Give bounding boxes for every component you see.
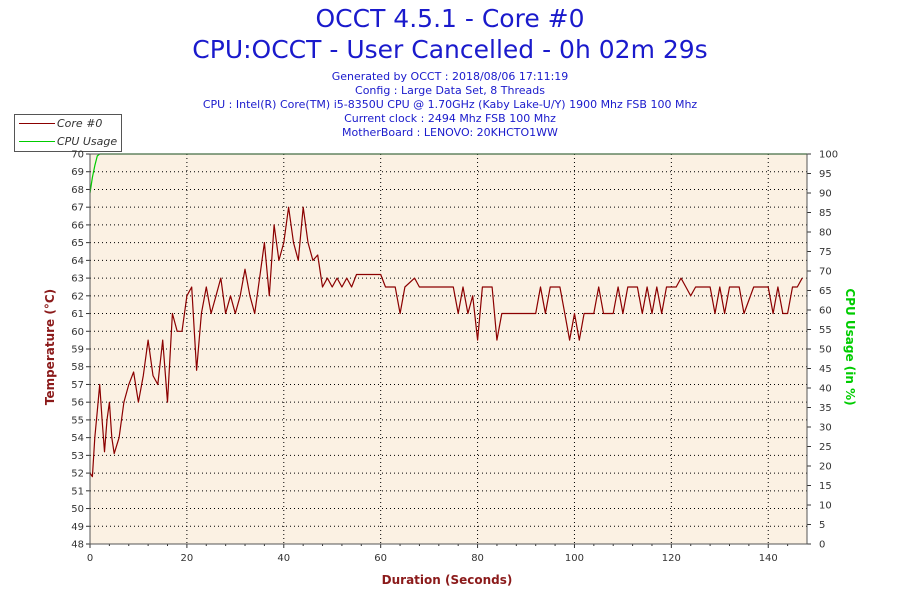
y-tick-label: 64 bbox=[71, 256, 84, 267]
x-tick-label: 40 bbox=[277, 553, 290, 564]
legend-label-core0: Core #0 bbox=[57, 117, 103, 130]
info-clock: Current clock : 2494 Mhz FSB 100 Mhz bbox=[344, 112, 556, 125]
x-tick-label: 100 bbox=[565, 553, 584, 564]
chart-legend: Core #0 CPU Usage bbox=[14, 114, 122, 152]
y-tick-label: 62 bbox=[71, 291, 84, 302]
legend-item-cpu-usage: CPU Usage bbox=[15, 133, 121, 151]
plot-frame bbox=[89, 153, 808, 545]
x-tick-label: 20 bbox=[181, 553, 194, 564]
y2-tick-label: 50 bbox=[819, 345, 832, 356]
y2-tick-label: 70 bbox=[819, 267, 832, 278]
info-generated: Generated by OCCT : 2018/08/06 17:11:19 bbox=[331, 70, 569, 83]
y-tick-label: 66 bbox=[71, 220, 84, 231]
y-tick-label: 50 bbox=[71, 504, 84, 515]
y2-tick-label: 30 bbox=[819, 423, 832, 434]
info-motherboard: MotherBoard : LENOVO: 20KHCTO1WW bbox=[342, 126, 558, 139]
y-tick-label: 59 bbox=[71, 345, 84, 356]
y2-tick-label: 15 bbox=[819, 481, 832, 492]
y2-tick-label: 90 bbox=[819, 189, 832, 200]
y-tick-label: 68 bbox=[71, 185, 84, 196]
y-tick-label: 51 bbox=[71, 486, 84, 497]
y-tick-label: 49 bbox=[71, 522, 84, 533]
plot-area bbox=[90, 154, 807, 544]
x-tick-label: 140 bbox=[759, 553, 778, 564]
y2-tick-label: 0 bbox=[819, 540, 825, 551]
legend-swatch-core0 bbox=[19, 123, 55, 124]
chart-title: OCCT 4.5.1 - Core #0 bbox=[315, 4, 585, 33]
y-tick-label: 69 bbox=[71, 167, 84, 178]
y2-tick-label: 80 bbox=[819, 228, 832, 239]
y-tick-label: 54 bbox=[71, 433, 84, 444]
y-tick-label: 61 bbox=[71, 309, 84, 320]
y2-tick-label: 95 bbox=[819, 169, 832, 180]
legend-item-core0: Core #0 bbox=[15, 115, 121, 133]
y2-tick-label: 40 bbox=[819, 384, 832, 395]
y2-tick-label: 75 bbox=[819, 247, 832, 258]
y-tick-label: 60 bbox=[71, 327, 84, 338]
y2-tick-label: 35 bbox=[819, 403, 832, 414]
y-tick-label: 56 bbox=[71, 398, 84, 409]
y2-tick-label: 55 bbox=[819, 325, 832, 336]
y2-tick-label: 10 bbox=[819, 501, 832, 512]
y2-tick-label: 20 bbox=[819, 462, 832, 473]
y2-tick-label: 5 bbox=[819, 520, 825, 531]
legend-label-cpu-usage: CPU Usage bbox=[57, 135, 118, 148]
y2-axis-label: CPU Usage (in %) bbox=[843, 288, 857, 405]
y-tick-label: 70 bbox=[71, 150, 84, 161]
info-cpu: CPU : Intel(R) Core(TM) i5-8350U CPU @ 1… bbox=[202, 98, 698, 111]
y-tick-label: 63 bbox=[71, 274, 84, 285]
y-tick-label: 58 bbox=[71, 362, 84, 373]
y2-tick-label: 60 bbox=[819, 306, 832, 317]
y2-tick-label: 65 bbox=[819, 286, 832, 297]
legend-swatch-cpu-usage bbox=[19, 141, 55, 142]
y2-tick-label: 45 bbox=[819, 364, 832, 375]
y2-tick-label: 100 bbox=[819, 150, 838, 161]
y-tick-label: 53 bbox=[71, 451, 84, 462]
x-tick-label: 0 bbox=[87, 553, 93, 564]
y-tick-label: 65 bbox=[71, 238, 84, 249]
y-tick-label: 52 bbox=[71, 469, 84, 480]
x-tick-label: 80 bbox=[471, 553, 484, 564]
y2-tick-label: 25 bbox=[819, 442, 832, 453]
chart-subtitle: CPU:OCCT - User Cancelled - 0h 02m 29s bbox=[192, 35, 708, 64]
x-tick-label: 60 bbox=[374, 553, 387, 564]
y-tick-label: 48 bbox=[71, 540, 84, 551]
y-tick-label: 55 bbox=[71, 415, 84, 426]
series-line-core0 bbox=[89, 206, 803, 478]
y-tick-label: 57 bbox=[71, 380, 84, 391]
y-tick-label: 67 bbox=[71, 203, 84, 214]
x-axis-label: Duration (Seconds) bbox=[382, 573, 513, 587]
info-config: Config : Large Data Set, 8 Threads bbox=[355, 84, 545, 97]
y2-tick-label: 85 bbox=[819, 208, 832, 219]
y-axis-label: Temperature (°C) bbox=[43, 289, 57, 405]
x-tick-label: 120 bbox=[662, 553, 681, 564]
